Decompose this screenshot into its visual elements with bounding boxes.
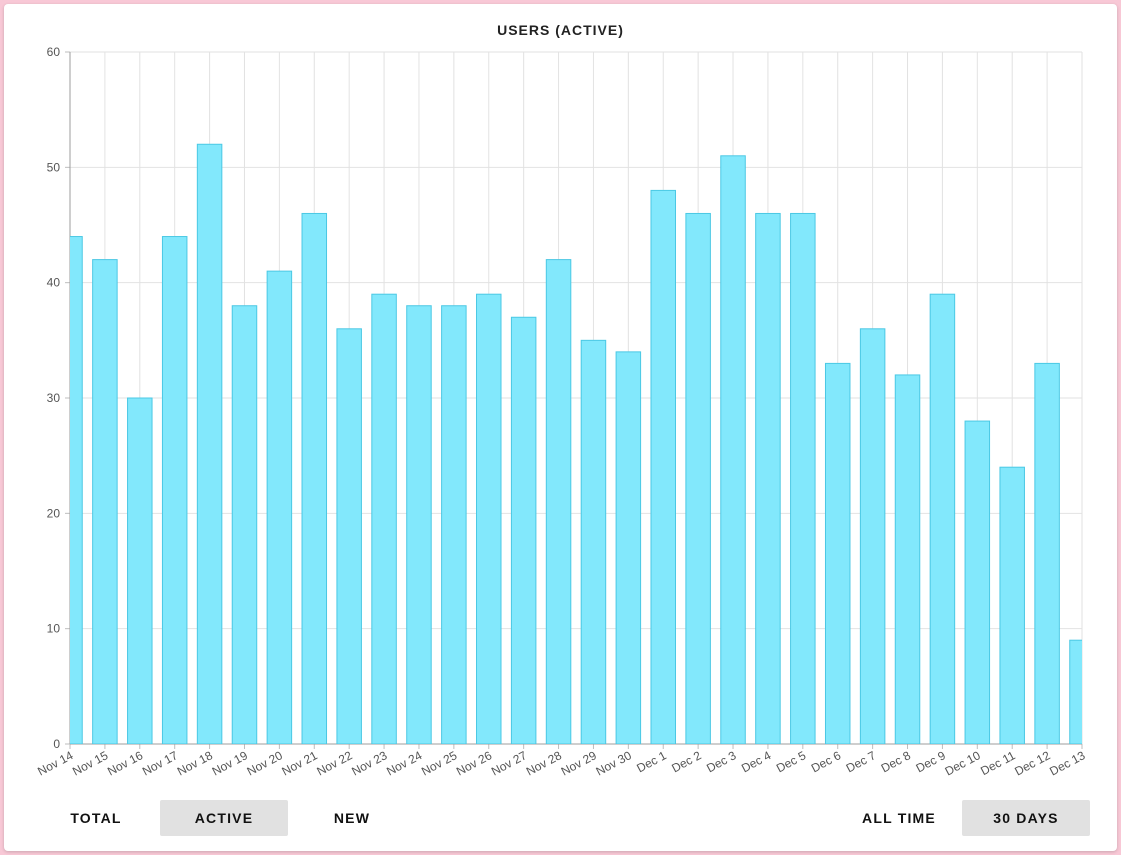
bar[interactable] (161, 236, 188, 744)
x-tick-label: Dec 4 (739, 748, 774, 775)
bar[interactable] (301, 212, 328, 744)
x-tick-label: Dec 11 (978, 748, 1018, 778)
bar[interactable] (92, 259, 118, 744)
bar[interactable] (371, 293, 397, 744)
x-tick-label: Nov 20 (245, 748, 285, 778)
bar[interactable] (196, 143, 223, 744)
x-tick-label: Nov 21 (280, 748, 320, 778)
bar[interactable] (580, 339, 607, 744)
x-tick-label: Dec 5 (774, 748, 809, 775)
y-tick-label: 0 (53, 737, 60, 751)
x-tick-label: Nov 28 (524, 748, 564, 778)
y-tick-label: 40 (47, 276, 61, 290)
x-tick-label: Nov 27 (489, 748, 529, 778)
x-tick-label: Nov 16 (105, 748, 145, 778)
bar[interactable] (545, 259, 572, 744)
bar[interactable] (964, 420, 991, 744)
bars-group (58, 143, 1095, 744)
bar[interactable] (894, 374, 921, 744)
x-tick-label: Dec 13 (1047, 748, 1087, 778)
bar[interactable] (441, 305, 467, 744)
bar[interactable] (685, 212, 711, 744)
bar[interactable] (824, 362, 851, 744)
bar[interactable] (266, 270, 293, 744)
x-tick-label: Dec 2 (669, 748, 704, 775)
new-button[interactable]: NEW (333, 810, 371, 826)
x-tick-label: Dec 1 (634, 748, 669, 775)
active-button[interactable]: ACTIVE (160, 800, 288, 836)
bar[interactable] (127, 397, 153, 744)
x-tick-label: Nov 18 (175, 748, 215, 778)
bar[interactable] (790, 212, 816, 744)
x-tick-label: Nov 29 (559, 748, 599, 778)
x-tick-label: Nov 19 (210, 748, 250, 778)
y-tick-label: 60 (47, 45, 61, 59)
bar[interactable] (406, 305, 432, 744)
bar[interactable] (510, 316, 537, 744)
chart-card: USERS (ACTIVE) 0 10 20 30 40 50 60 Nov 14 Nov 15… (4, 4, 1117, 851)
y-tick-label: 20 (47, 506, 61, 520)
x-tick-label: Nov 22 (314, 748, 354, 778)
x-tick-label: Dec 12 (1012, 748, 1052, 778)
x-tick-label: Dec 9 (914, 748, 949, 775)
bar[interactable] (231, 305, 258, 744)
bar[interactable] (859, 328, 886, 744)
bar[interactable] (650, 189, 676, 744)
y-tick-label: 10 (47, 622, 61, 636)
bar[interactable] (615, 351, 642, 744)
bar[interactable] (58, 236, 83, 744)
x-tick-label: Dec 8 (879, 748, 914, 775)
total-button[interactable]: TOTAL (70, 810, 122, 826)
all-time-button[interactable]: ALL TIME (862, 810, 936, 826)
x-tick-label: Nov 15 (70, 748, 110, 778)
30-days-button[interactable]: 30 DAYS (962, 800, 1090, 836)
bar[interactable] (336, 328, 362, 744)
bar[interactable] (999, 466, 1025, 744)
y-tick-label: 30 (47, 391, 61, 405)
x-tick-label: Nov 23 (349, 748, 389, 778)
x-tick-label: Dec 3 (704, 748, 739, 775)
x-tick-label: Dec 10 (943, 748, 983, 778)
y-tick-label: 50 (47, 160, 61, 174)
bar[interactable] (720, 155, 746, 744)
bar[interactable] (929, 293, 956, 744)
bar[interactable] (755, 212, 781, 744)
bar[interactable] (1034, 362, 1060, 744)
chart-title: USERS (ACTIVE) (497, 22, 624, 38)
x-tick-label: Nov 30 (594, 748, 634, 778)
x-tick-label: Nov 14 (35, 748, 75, 778)
x-tick-label: Dec 6 (809, 748, 844, 775)
x-tick-label: Dec 7 (844, 748, 879, 775)
x-tick-label: Nov 24 (384, 748, 424, 778)
x-tick-label: Nov 17 (140, 748, 180, 778)
x-tick-label: Nov 25 (419, 748, 459, 778)
bar[interactable] (1069, 639, 1095, 744)
x-tick-label: Nov 26 (454, 748, 494, 778)
bar[interactable] (476, 293, 502, 744)
